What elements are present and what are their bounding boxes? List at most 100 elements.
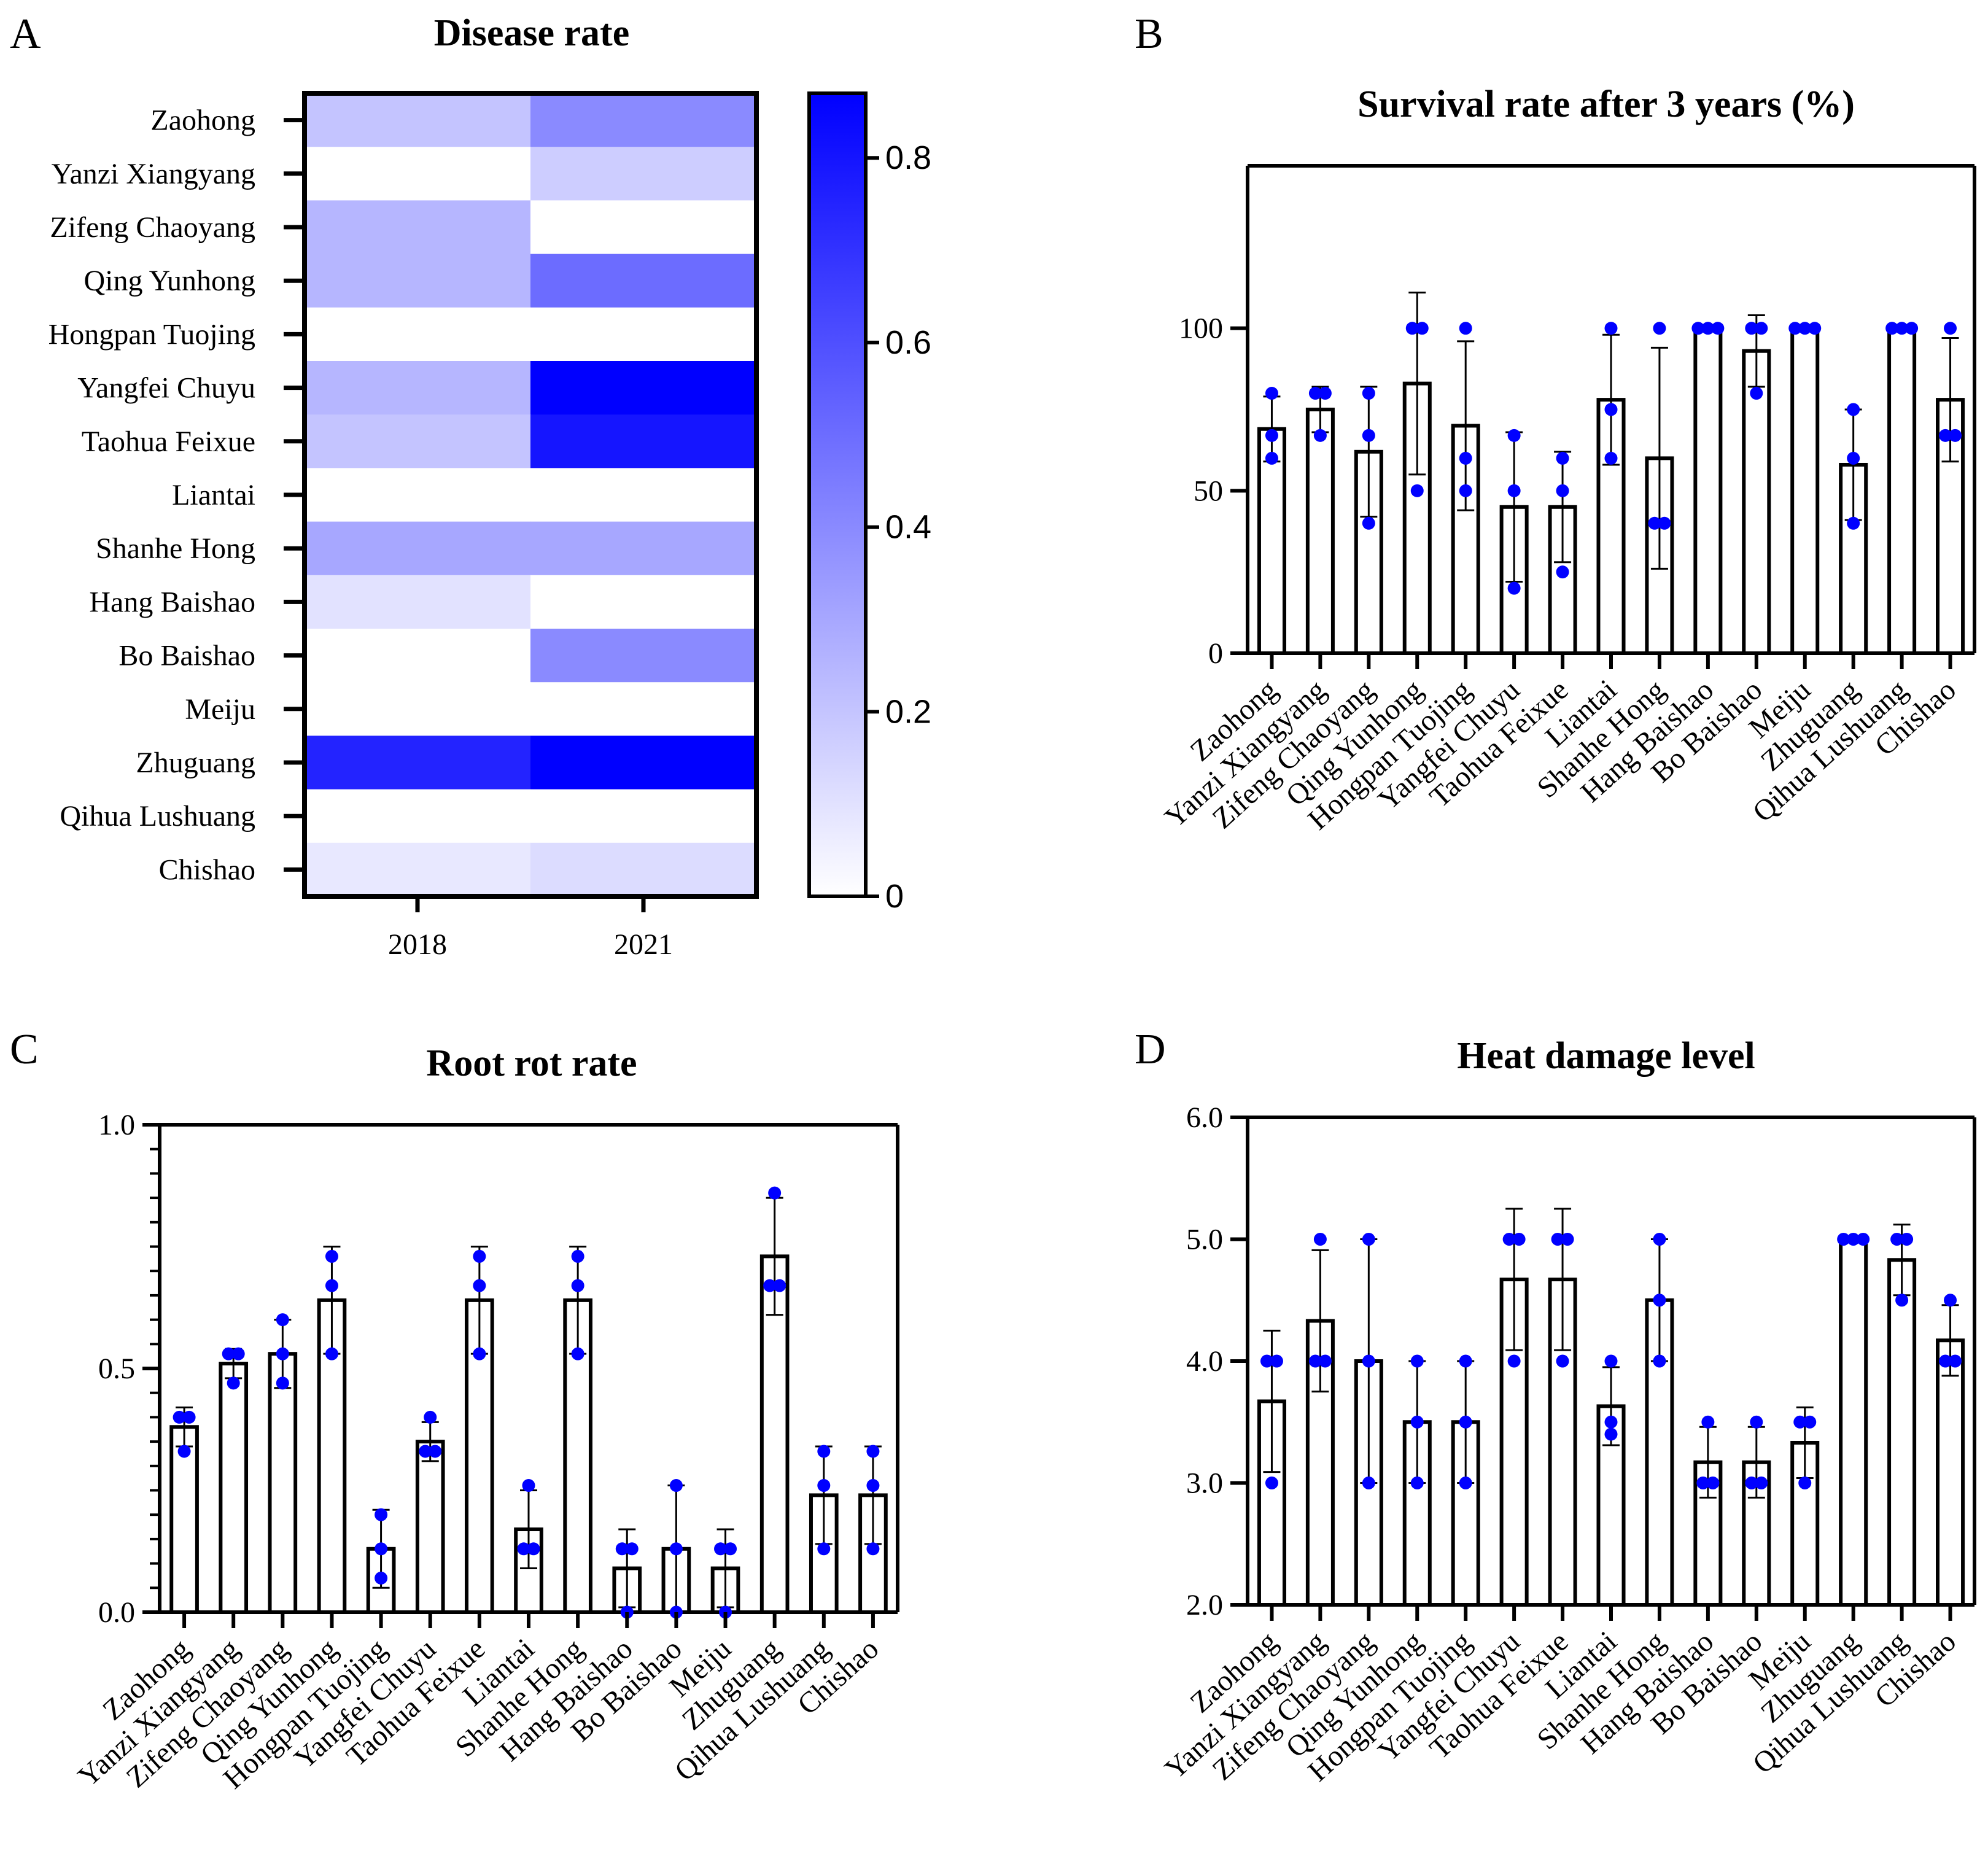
- data-point-bo-baishao: [1755, 1477, 1768, 1489]
- colorbar-tick-label: 0.4: [885, 509, 931, 546]
- heatmap-cell-hongpan-tuojing-2018: [305, 307, 531, 362]
- data-point-taohua-feixue: [1556, 1354, 1569, 1368]
- heatmap-cell-meiju-2021: [530, 682, 757, 736]
- data-point-bo-baishao: [1745, 1477, 1758, 1489]
- y-tick-label: 5.0: [1186, 1224, 1223, 1256]
- data-point-bo-baishao: [669, 1479, 683, 1492]
- data-point-zaohong: [177, 1445, 191, 1458]
- data-point-zaohong: [173, 1410, 186, 1424]
- panel-c-title: Root rot rate: [426, 1042, 637, 1084]
- bar-zaohong: [1257, 427, 1286, 655]
- y-tick-label: 0.0: [98, 1596, 135, 1629]
- data-point-shanhe-hong: [1653, 1354, 1666, 1368]
- heatmap-cell-qihua-lushuang-2018: [305, 789, 531, 844]
- heatmap-cell-zifeng-chaoyang-2021: [530, 200, 757, 255]
- y-tick-label: 0: [1208, 637, 1223, 670]
- data-point-zifeng-chaoyang: [1362, 516, 1375, 530]
- heatmap-column-labels: 2018 2021: [388, 896, 673, 961]
- data-point-zifeng-chaoyang: [1362, 1233, 1375, 1246]
- data-point-hang-baishao: [1711, 322, 1725, 335]
- heatmap-cell-zaohong-2018: [305, 93, 531, 147]
- heatmap-cell-shanhe-hong-2018: [305, 521, 531, 576]
- data-point-yanzi-xiangyang: [1308, 1354, 1322, 1368]
- data-point-yangfei-chuyu: [1512, 1233, 1526, 1246]
- data-point-yangfei-chuyu: [1507, 581, 1521, 595]
- data-point-yangfei-chuyu: [1502, 1233, 1516, 1246]
- bar-qihua-lushuang: [1887, 326, 1917, 655]
- data-point-chishao: [1944, 322, 1957, 335]
- data-point-zhuguang: [763, 1279, 777, 1292]
- heatmap-cell-chishao-2018: [305, 842, 531, 897]
- data-point-zaohong: [1270, 1354, 1283, 1368]
- data-point-zaohong: [182, 1410, 196, 1424]
- y-tick-label: 0.5: [98, 1353, 135, 1385]
- row-label-meiju: Meiju: [185, 693, 255, 726]
- panel-a-heatmap: A Disease rate Zaohong Yanzi Xiangyang Zif…: [10, 10, 931, 961]
- data-point-yangfei-chuyu: [429, 1445, 442, 1458]
- data-point-liantai: [522, 1479, 535, 1492]
- data-point-taohua-feixue: [473, 1249, 486, 1263]
- data-point-yanzi-xiangyang: [1318, 387, 1332, 400]
- heatmap-cell-taohua-feixue-2018: [305, 414, 531, 468]
- data-point-hang-baishao: [1696, 1477, 1710, 1489]
- data-point-zhuguang: [1847, 451, 1860, 465]
- data-point-zifeng-chaoyang: [276, 1376, 289, 1390]
- data-point-hang-baishao: [615, 1542, 629, 1556]
- data-point-hongpan-tuojing: [1459, 451, 1472, 465]
- data-point-chishao: [866, 1479, 880, 1492]
- data-point-zhuguang: [773, 1279, 786, 1292]
- data-point-qing-yunhong: [325, 1249, 338, 1263]
- data-point-taohua-feixue: [1556, 565, 1569, 579]
- data-point-chishao: [1939, 429, 1952, 442]
- data-point-bo-baishao: [1755, 322, 1768, 335]
- row-label-bo-baishao: Bo Baishao: [118, 640, 255, 672]
- data-point-taohua-feixue: [1561, 1233, 1574, 1246]
- data-point-hongpan-tuojing: [1459, 1354, 1472, 1368]
- data-point-shanhe-hong: [1653, 322, 1666, 335]
- column-label-2021: 2021: [614, 928, 673, 961]
- row-label-shanhe-hong: Shanhe Hong: [96, 532, 255, 565]
- heatmap-cell-taohua-feixue-2021: [530, 414, 757, 468]
- data-point-shanhe-hong: [571, 1279, 584, 1292]
- colorbar-tick-label: 0.6: [885, 324, 931, 361]
- data-point-liantai: [1604, 1415, 1618, 1429]
- data-point-qihua-lushuang: [1900, 1233, 1914, 1246]
- data-point-qing-yunhong: [1410, 1477, 1424, 1489]
- heatmap-cell-shanhe-hong-2021: [530, 521, 757, 576]
- bar-zhuguang: [1839, 462, 1868, 656]
- row-label-taohua-feixue: Taohua Feixue: [82, 425, 255, 458]
- data-point-hang-baishao: [625, 1542, 639, 1556]
- column-label-2018: 2018: [388, 928, 447, 961]
- row-label-chishao: Chishao: [159, 853, 255, 886]
- data-point-zifeng-chaoyang: [276, 1347, 289, 1360]
- row-label-liantai: Liantai: [172, 479, 255, 511]
- data-point-taohua-feixue: [473, 1347, 486, 1360]
- data-point-meiju: [714, 1542, 728, 1556]
- data-point-qihua-lushuang: [1895, 1294, 1909, 1307]
- data-point-yanzi-xiangyang: [227, 1376, 240, 1390]
- data-point-zifeng-chaoyang: [1362, 1477, 1375, 1489]
- data-point-taohua-feixue: [473, 1279, 486, 1292]
- panel-b-letter: B: [1135, 10, 1163, 58]
- data-point-yanzi-xiangyang: [1313, 1233, 1327, 1246]
- data-point-qihua-lushuang: [1905, 322, 1919, 335]
- data-point-zhuguang: [1847, 1233, 1860, 1246]
- y-tick-label: 6.0: [1186, 1101, 1223, 1134]
- heatmap-cell-hang-baishao-2018: [305, 575, 531, 629]
- data-point-hongpan-tuojing: [375, 1571, 388, 1585]
- data-point-qing-yunhong: [1410, 484, 1424, 497]
- data-point-liantai: [1604, 322, 1618, 335]
- data-point-bo-baishao: [1745, 322, 1758, 335]
- data-point-qihua-lushuang: [1895, 322, 1909, 335]
- heatmap-cell-qing-yunhong-2021: [530, 254, 757, 308]
- data-point-zaohong: [1265, 1477, 1278, 1489]
- data-point-hongpan-tuojing: [1459, 484, 1472, 497]
- colorbar-tick-label: 0.2: [885, 693, 931, 730]
- y-tick-label: 50: [1194, 475, 1223, 507]
- data-point-zhuguang: [1857, 1233, 1870, 1246]
- data-point-hang-baishao: [1701, 322, 1715, 335]
- panel-d-bar-chart: D Heat damage level 2.03.04.05.06.0Zaoho…: [1135, 1026, 1976, 1788]
- heatmap-cell-yangfei-chuyu-2018: [305, 361, 531, 415]
